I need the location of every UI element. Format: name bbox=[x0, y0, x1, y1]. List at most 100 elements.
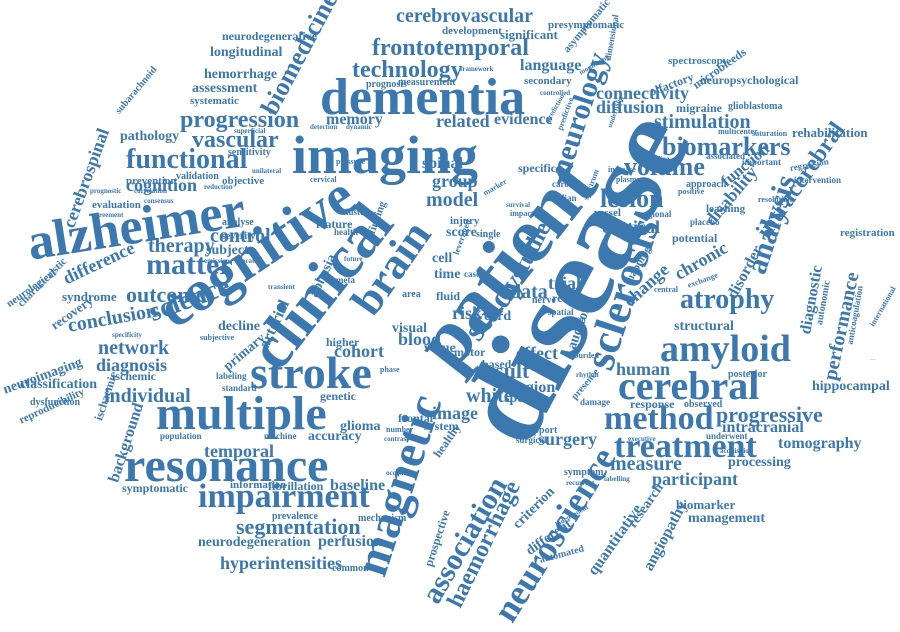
word-important: important bbox=[742, 157, 781, 167]
word-learning: learning bbox=[706, 203, 746, 215]
word-phase: phase bbox=[380, 365, 400, 374]
word-observed: observed bbox=[684, 399, 723, 410]
word-plasma: plasma bbox=[616, 175, 641, 184]
word-cord: cord bbox=[484, 309, 512, 324]
word-classification: classification bbox=[20, 377, 97, 392]
word-common: common bbox=[332, 563, 369, 574]
word-response: response bbox=[630, 397, 675, 411]
word-sensitivity: sensitivity bbox=[228, 147, 271, 158]
word-carotid: carotid bbox=[552, 179, 580, 189]
word-central: central bbox=[654, 285, 678, 294]
word-nerve: nerve bbox=[532, 295, 556, 306]
word-biomarker: biomarker bbox=[676, 497, 736, 512]
word-longitudinal: longitudinal bbox=[210, 45, 283, 60]
word-based: based bbox=[482, 357, 512, 371]
word-vascular: vascular bbox=[192, 127, 279, 153]
word-number: number bbox=[386, 425, 414, 434]
word-regional: regional bbox=[640, 209, 672, 219]
word-median: median bbox=[548, 193, 577, 203]
word-processing: processing bbox=[728, 455, 791, 470]
word-approach: approach bbox=[686, 179, 727, 190]
word-measurement: measurement bbox=[398, 77, 456, 88]
word-cell: cell bbox=[432, 251, 453, 266]
word-stimulation: stimulation bbox=[654, 111, 751, 133]
word-progression: progression bbox=[180, 107, 300, 133]
word-acquisition: acquisition bbox=[720, 447, 753, 455]
word-dysfunction: dysfunction bbox=[30, 397, 81, 408]
word-prevalence: prevalence bbox=[272, 511, 318, 522]
word-support: support bbox=[524, 425, 558, 436]
word-rehabilitation: rehabilitation bbox=[792, 125, 868, 140]
word-specificity: specificity bbox=[112, 331, 142, 339]
word-presymptomatic: presymptomatic bbox=[548, 19, 625, 31]
word-labeling: labeling bbox=[216, 371, 247, 381]
word-intervention: intervention bbox=[794, 175, 841, 185]
word-cerebrovascular: cerebrovascular bbox=[396, 5, 534, 27]
word-single: single bbox=[476, 229, 501, 240]
word-white: white bbox=[466, 385, 513, 407]
word-burden: burden bbox=[574, 351, 599, 360]
word-consensus: consensus bbox=[144, 197, 174, 205]
word-feature: feature bbox=[316, 217, 353, 231]
word-surgery: surgery bbox=[538, 429, 597, 449]
word-fluid: fluid bbox=[436, 289, 461, 303]
word-technology: technology bbox=[352, 57, 463, 83]
word-contrast: contrast bbox=[384, 435, 409, 443]
word-diffusion: diffusion bbox=[596, 97, 665, 117]
word-unilateral: unilateral bbox=[252, 167, 282, 175]
word-network: network bbox=[98, 337, 170, 359]
word-evidence: evidence bbox=[494, 111, 553, 128]
word-subject: subject bbox=[206, 243, 249, 258]
word-population: population bbox=[160, 431, 202, 441]
word-placebo: placebo bbox=[690, 217, 720, 227]
word-frontal: frontal bbox=[398, 411, 434, 425]
word-prevention: prevention bbox=[126, 175, 177, 187]
word-vessel: vessel bbox=[594, 207, 621, 219]
word-symptom: symptom bbox=[564, 467, 604, 478]
word-memory: memory bbox=[326, 111, 383, 128]
word-subjective: subjective bbox=[200, 333, 235, 342]
word-development: development bbox=[442, 25, 502, 37]
word-cognition: cognition bbox=[126, 175, 198, 195]
word-participant: participant bbox=[652, 469, 739, 489]
word-occipital: occipital bbox=[386, 469, 412, 477]
word-glioma: glioma bbox=[340, 419, 381, 434]
word-correlation: correlation bbox=[134, 187, 167, 195]
word-migraine: migraine bbox=[676, 101, 722, 115]
word-data: data bbox=[510, 281, 548, 303]
word-labelling: labelling bbox=[604, 475, 630, 483]
word-related: related bbox=[436, 111, 490, 131]
word-potential: potential bbox=[672, 231, 718, 245]
word-evaluation: evaluation bbox=[92, 199, 141, 211]
word-motor: motor bbox=[454, 345, 486, 359]
word-international: international bbox=[867, 285, 898, 328]
word-outcome: outcome bbox=[126, 282, 206, 307]
word-dementia: dementia bbox=[320, 69, 526, 126]
word-associated: associated bbox=[706, 151, 745, 161]
word-posterior: posterior bbox=[728, 369, 767, 380]
word-subarachnoid: subarachnoid bbox=[113, 64, 160, 117]
word-case: case bbox=[464, 269, 480, 279]
word-atrophy: atrophy bbox=[680, 284, 775, 315]
word-validation: validation bbox=[176, 171, 219, 182]
word-lesion: lesion bbox=[600, 184, 664, 213]
word-reduction: reduction bbox=[204, 183, 233, 191]
word-future: future bbox=[344, 255, 363, 263]
word-glioblastoma: glioblastoma bbox=[728, 101, 783, 112]
word-segmentation: segmentation bbox=[236, 514, 361, 539]
word-agreement: agreement bbox=[92, 211, 124, 219]
word-group: group bbox=[432, 171, 478, 191]
word-ischemic: ischemic bbox=[112, 369, 156, 383]
word-surgical: surgical bbox=[516, 435, 547, 445]
word-standard: standard bbox=[222, 383, 257, 393]
word-language: language bbox=[520, 57, 582, 74]
word-severity: severity bbox=[222, 231, 256, 242]
word-matter: matter bbox=[146, 248, 233, 281]
word-machine: machine bbox=[264, 431, 297, 441]
word-area: area bbox=[402, 289, 421, 300]
word-hyperintensities: hyperintensities bbox=[220, 553, 343, 573]
word-controlled: controlled bbox=[540, 89, 571, 97]
word-prognostic: prognostic bbox=[90, 187, 122, 195]
word-damage: damage bbox=[580, 397, 610, 407]
word-perfusion: perfusion bbox=[318, 533, 383, 550]
